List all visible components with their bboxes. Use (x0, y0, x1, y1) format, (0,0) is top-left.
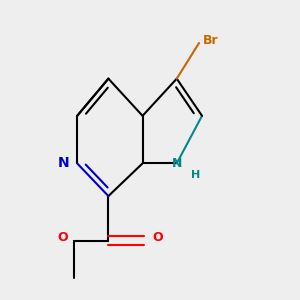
Text: O: O (57, 231, 68, 244)
Text: H: H (191, 170, 201, 180)
Text: O: O (152, 231, 163, 244)
Text: N: N (58, 156, 70, 170)
Text: Br: Br (203, 34, 219, 46)
Text: N: N (172, 157, 182, 170)
